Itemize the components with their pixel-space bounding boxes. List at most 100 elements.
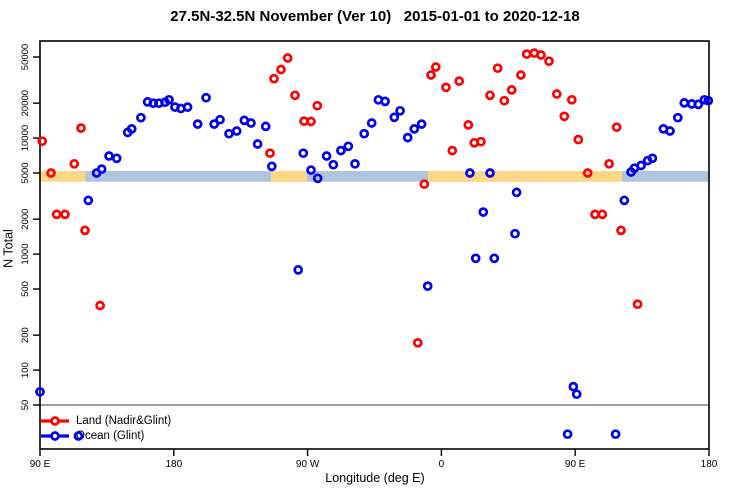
band-ocean-segment — [306, 171, 429, 182]
data-point-land — [536, 50, 546, 60]
data-point-land — [559, 111, 570, 122]
y-tick-label: 50000 — [20, 44, 31, 70]
data-point-ocean — [389, 112, 400, 123]
data-point-ocean — [465, 168, 475, 178]
data-point-ocean — [366, 118, 377, 128]
data-point-ocean — [343, 141, 354, 152]
x-tick-label: 90 W — [296, 459, 320, 470]
chart-title: 27.5N-32.5N November (Ver 10) 2015-01-01… — [170, 8, 580, 25]
data-point-ocean — [246, 118, 256, 128]
data-point-land — [476, 136, 486, 147]
data-point-ocean — [470, 253, 481, 264]
data-point-ocean — [571, 389, 582, 400]
data-point-land — [463, 120, 474, 130]
data-point-ocean — [489, 253, 500, 264]
data-point-land — [51, 209, 62, 220]
data-point-ocean — [350, 158, 360, 169]
data-point-land — [306, 116, 316, 127]
data-point-land — [485, 90, 495, 101]
data-point-ocean — [148, 98, 159, 109]
data-point-ocean — [35, 386, 45, 397]
band-ocean-segment — [85, 171, 272, 182]
band-land-segment — [40, 171, 86, 182]
data-point-ocean — [409, 124, 420, 134]
data-point-land — [312, 100, 323, 111]
data-point-land — [582, 168, 593, 178]
data-point-land — [37, 136, 48, 147]
data-point-ocean — [679, 98, 690, 108]
data-point-land — [430, 62, 441, 72]
data-point-ocean — [511, 187, 522, 198]
data-point-ocean — [693, 99, 704, 110]
data-point-land — [604, 158, 614, 169]
data-point-land — [282, 53, 293, 63]
y-tick-label: 500 — [20, 281, 31, 297]
x-tick-label: 90 E — [565, 459, 586, 470]
data-point-ocean — [416, 119, 427, 129]
data-point-ocean — [380, 96, 390, 107]
x-axis-title: Longitude (deg E) — [325, 471, 425, 485]
data-point-ocean — [321, 151, 332, 161]
data-point-land — [80, 225, 90, 236]
data-point-land — [616, 225, 626, 236]
legend-label-land: Land (Nadir&Glint) — [76, 415, 172, 427]
data-point-ocean — [402, 132, 413, 143]
data-point-land — [265, 148, 275, 159]
data-point-land — [276, 64, 286, 75]
y-tick-label: 200 — [20, 327, 31, 343]
y-tick-label: 10000 — [20, 125, 31, 151]
data-point-land — [46, 168, 56, 178]
data-point-ocean — [231, 126, 242, 136]
plot-border — [39, 40, 710, 450]
data-point-ocean — [395, 105, 405, 116]
data-point-ocean — [182, 102, 193, 112]
data-point-ocean — [83, 195, 94, 206]
data-point-land — [544, 56, 554, 67]
data-point-ocean — [336, 145, 346, 156]
data-point-ocean — [260, 121, 271, 132]
data-point-ocean — [164, 94, 174, 105]
data-point-land — [611, 122, 622, 133]
data-point-land — [269, 73, 279, 84]
y-tick-label: 1000 — [20, 244, 31, 265]
data-point-ocean — [252, 139, 263, 149]
data-point-ocean — [422, 281, 433, 291]
data-point-land — [597, 209, 608, 220]
data-point-ocean — [73, 431, 84, 441]
data-point-ocean — [636, 160, 646, 171]
data-point-ocean — [619, 195, 630, 206]
data-point-land — [76, 123, 86, 133]
data-point-land — [290, 90, 300, 101]
y-tick-label: 5000 — [20, 162, 31, 183]
data-point-ocean — [104, 151, 114, 161]
y-tick-label: 2000 — [20, 209, 31, 230]
data-point-ocean — [485, 168, 495, 178]
data-point-land — [441, 82, 451, 93]
data-point-land — [412, 337, 423, 348]
data-point-ocean — [201, 92, 211, 103]
data-point-ocean — [328, 159, 339, 170]
data-point-land — [492, 63, 503, 74]
data-point-ocean — [209, 119, 220, 129]
data-point-ocean — [568, 381, 579, 392]
data-point-ocean — [478, 207, 489, 217]
data-point-land — [69, 158, 80, 169]
y-tick-label: 20000 — [20, 90, 31, 116]
data-point-ocean — [510, 228, 520, 239]
data-point-ocean — [562, 429, 573, 440]
data-point-ocean — [672, 112, 683, 123]
data-point-land — [521, 49, 532, 59]
band-ocean-segment — [622, 171, 709, 182]
data-point-ocean — [647, 153, 658, 164]
data-point-ocean — [96, 164, 107, 174]
data-point-ocean — [306, 165, 316, 175]
data-point-land — [447, 145, 458, 156]
data-point-ocean — [312, 173, 323, 184]
x-tick-label: 180 — [165, 459, 182, 470]
data-point-land — [632, 299, 643, 310]
data-point-ocean — [192, 119, 203, 129]
data-point-ocean — [610, 429, 621, 440]
data-point-land — [60, 209, 70, 220]
data-point-land — [516, 70, 526, 80]
